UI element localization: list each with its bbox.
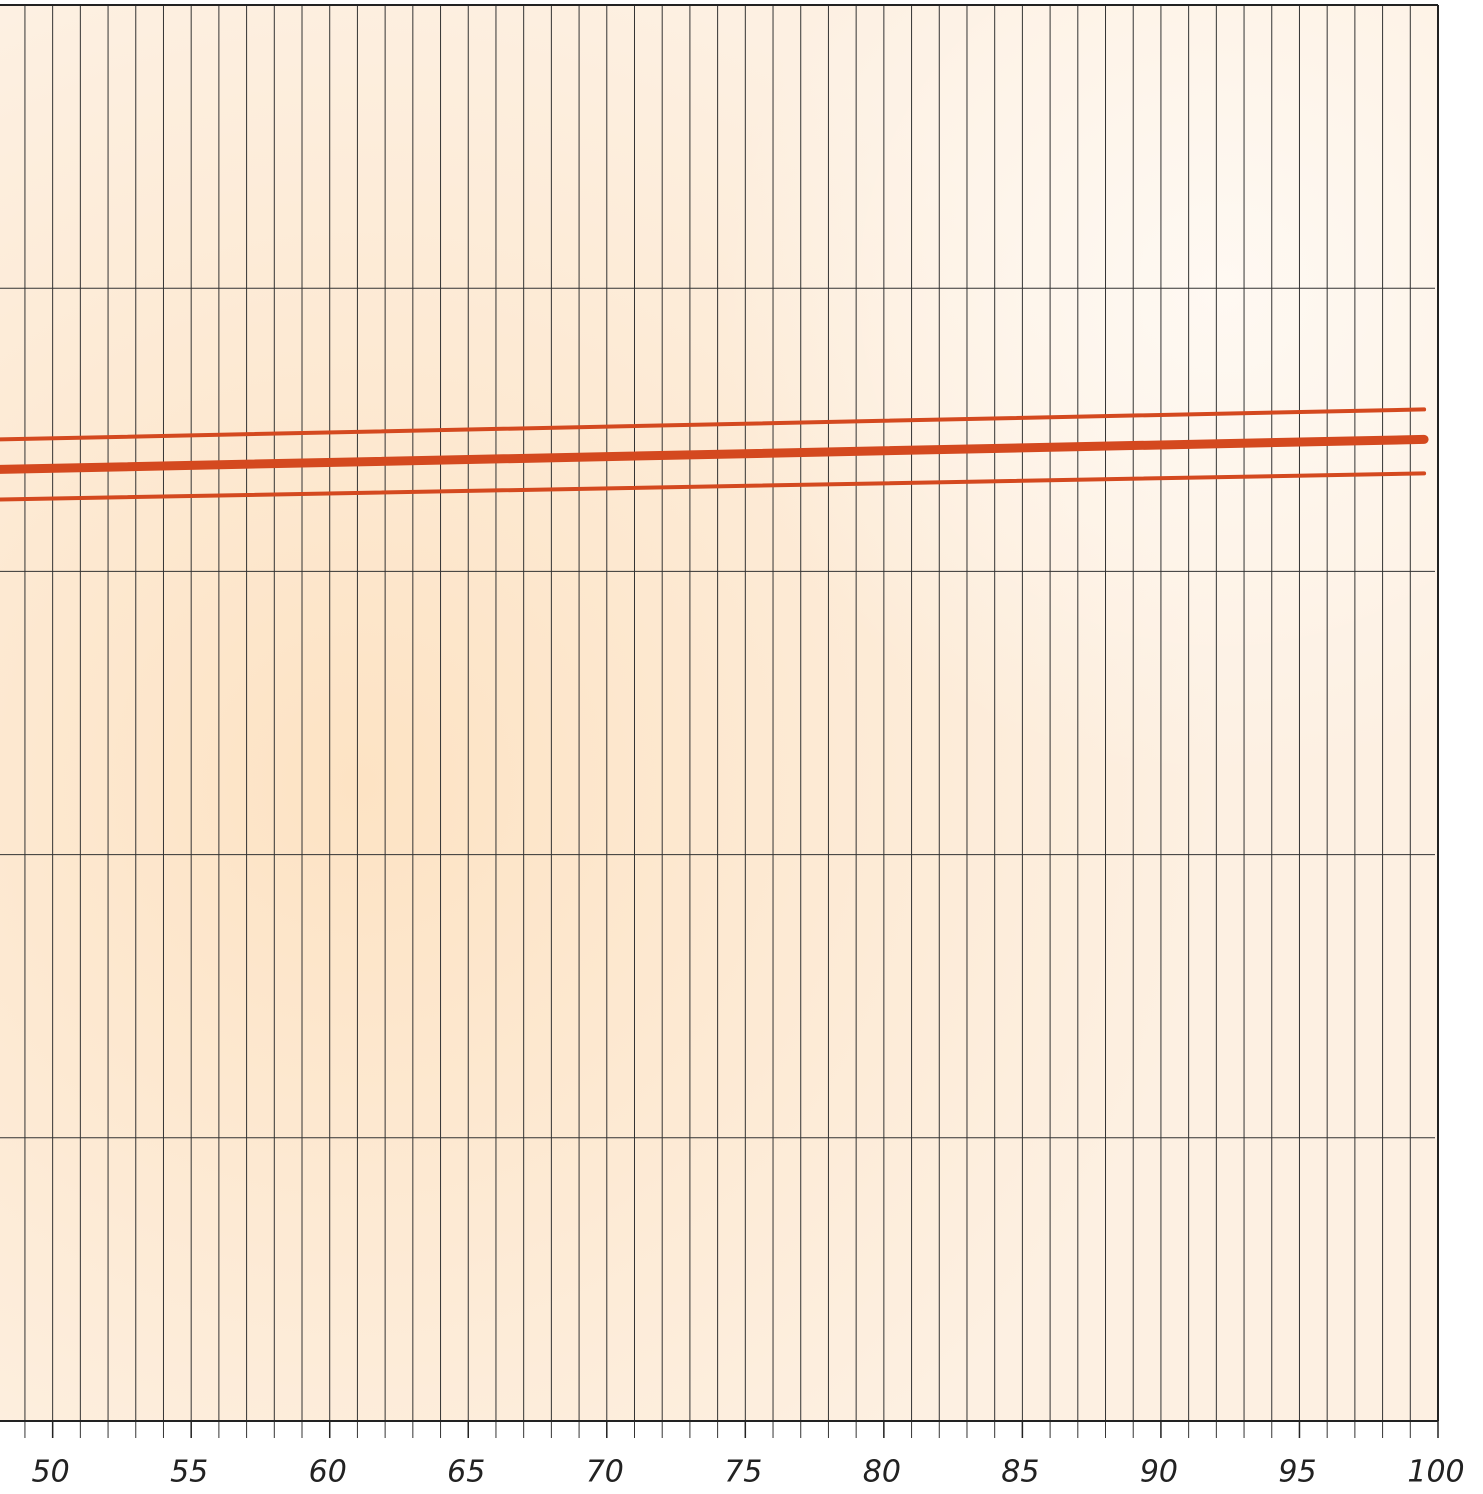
- x-tick-label: 85: [1001, 1455, 1039, 1490]
- x-tick-label: 95: [1278, 1455, 1316, 1490]
- x-tick-label: 50: [32, 1455, 70, 1490]
- x-tick-label: 75: [724, 1455, 762, 1490]
- chart: 50 55 60 65 70 75 80 85 90 95 100: [0, 0, 1483, 1494]
- x-tick-label: 70: [586, 1455, 624, 1490]
- x-tick-label: 90: [1140, 1455, 1178, 1490]
- plot-highlight: [0, 5, 1438, 1421]
- page: {"chart_data": {"type": "line", "x": [48…: [0, 0, 1483, 1494]
- x-tick-label: 100: [1407, 1455, 1464, 1490]
- x-tick-label: 80: [863, 1455, 901, 1490]
- x-tick-label: 55: [170, 1455, 208, 1490]
- x-tick-label: 65: [447, 1455, 485, 1490]
- x-tick-label: 60: [309, 1455, 347, 1490]
